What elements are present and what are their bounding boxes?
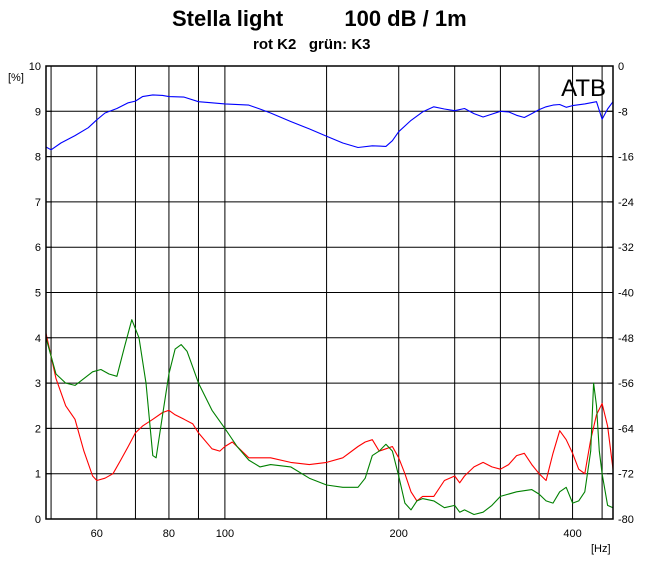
- y-left-tick-label: 1: [35, 469, 41, 481]
- y-right-tick-label: -72: [618, 469, 634, 481]
- series-line-1: [45, 333, 614, 502]
- y-left-tick-label: 8: [35, 152, 41, 164]
- y-right-tick-label: -16: [618, 152, 634, 164]
- y-left-tick-label: 10: [29, 61, 41, 73]
- plot-frame: [45, 65, 614, 520]
- x-tick-label: 200: [390, 528, 408, 540]
- y-right-tick-label: -32: [618, 242, 634, 254]
- y-left-tick-label: 4: [35, 333, 41, 345]
- series-group: [45, 94, 614, 516]
- y-left-tick-label: 2: [35, 423, 41, 435]
- y-axis-unit: [%]: [8, 72, 24, 84]
- x-tick-label: 400: [563, 528, 581, 540]
- y-left-tick-label: 9: [35, 106, 41, 118]
- series-line-0: [45, 94, 614, 151]
- y-right-tick-label: -24: [618, 197, 634, 209]
- atb-watermark: ATB: [561, 75, 606, 102]
- y-right-tick-label: -8: [618, 106, 628, 118]
- series-line-2: [45, 319, 614, 516]
- grid: [46, 66, 613, 519]
- y-left-tick-label: 6: [35, 242, 41, 254]
- plot-border: [45, 65, 614, 520]
- x-tick-label: 100: [216, 528, 234, 540]
- y-left-tick-label: 3: [35, 378, 41, 390]
- y-left-tick-label: 0: [35, 514, 41, 526]
- y-right-tick-label: -64: [618, 423, 634, 435]
- x-axis-unit: [Hz]: [591, 543, 611, 555]
- y-right-tick-label: -80: [618, 514, 634, 526]
- y-left-tick-label: 5: [35, 288, 41, 300]
- x-tick-label: 80: [163, 528, 175, 540]
- y-right-tick-label: -56: [618, 378, 634, 390]
- y-right-tick-label: 0: [618, 61, 624, 73]
- y-right-tick-label: -40: [618, 288, 634, 300]
- y-right-tick-label: -48: [618, 333, 634, 345]
- chart-title: Stella light 100 dB / 1m: [172, 6, 467, 31]
- y-left-tick-label: 7: [35, 197, 41, 209]
- x-tick-label: 60: [91, 528, 103, 540]
- chart-subtitle: rot K2 grün: K3: [253, 36, 371, 53]
